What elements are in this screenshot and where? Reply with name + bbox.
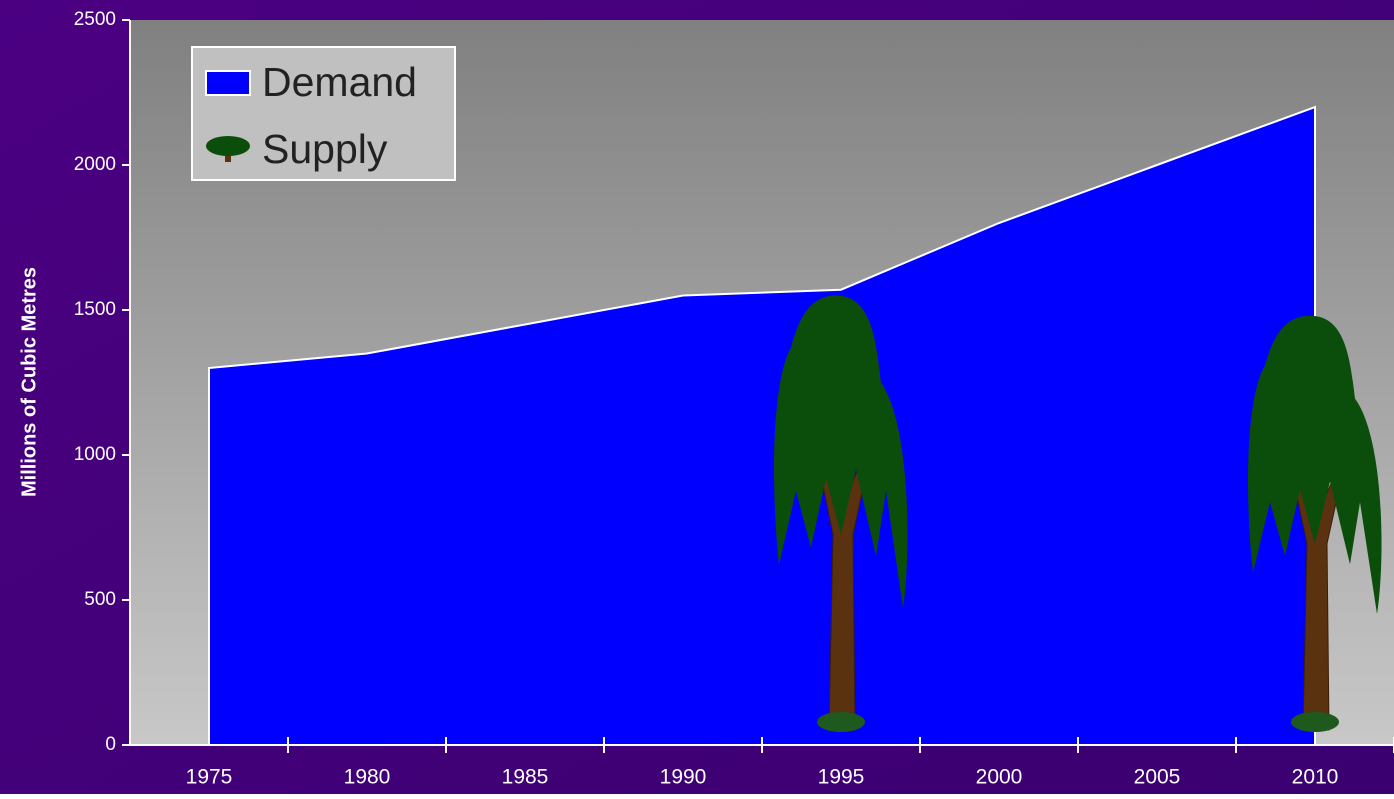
y-tick-label: 1500 <box>74 299 116 320</box>
y-axis-label: Millions of Cubic Metres <box>18 267 40 497</box>
y-tick-label: 500 <box>84 589 116 610</box>
tree-canopy <box>774 295 908 609</box>
y-tick-label: 0 <box>105 734 116 755</box>
legend-canopy <box>206 136 250 156</box>
x-tick-label: 1980 <box>344 766 391 789</box>
y-tick-label: 2000 <box>74 154 116 175</box>
x-tick-label: 1995 <box>818 766 865 789</box>
x-tick-label: 2005 <box>1134 766 1181 789</box>
supply-tree <box>774 295 908 732</box>
supply-tree <box>1248 315 1382 732</box>
x-tick-label: 2010 <box>1292 766 1339 789</box>
x-tick-label: 1990 <box>660 766 707 789</box>
x-tick-label: 1975 <box>186 766 233 789</box>
legend-box <box>191 46 456 181</box>
legend-swatch <box>205 70 251 96</box>
tree-grass <box>1291 712 1339 732</box>
y-tick-label: 1000 <box>74 444 116 465</box>
x-tick-label: 1985 <box>502 766 549 789</box>
y-tick-label: 2500 <box>74 9 116 30</box>
x-tick-label: 2000 <box>976 766 1023 789</box>
legend-icon <box>206 136 250 162</box>
tree-grass <box>817 712 865 732</box>
legend-label: Supply <box>262 126 388 172</box>
legend-label: Demand <box>262 59 417 105</box>
tree-canopy <box>1248 315 1382 615</box>
